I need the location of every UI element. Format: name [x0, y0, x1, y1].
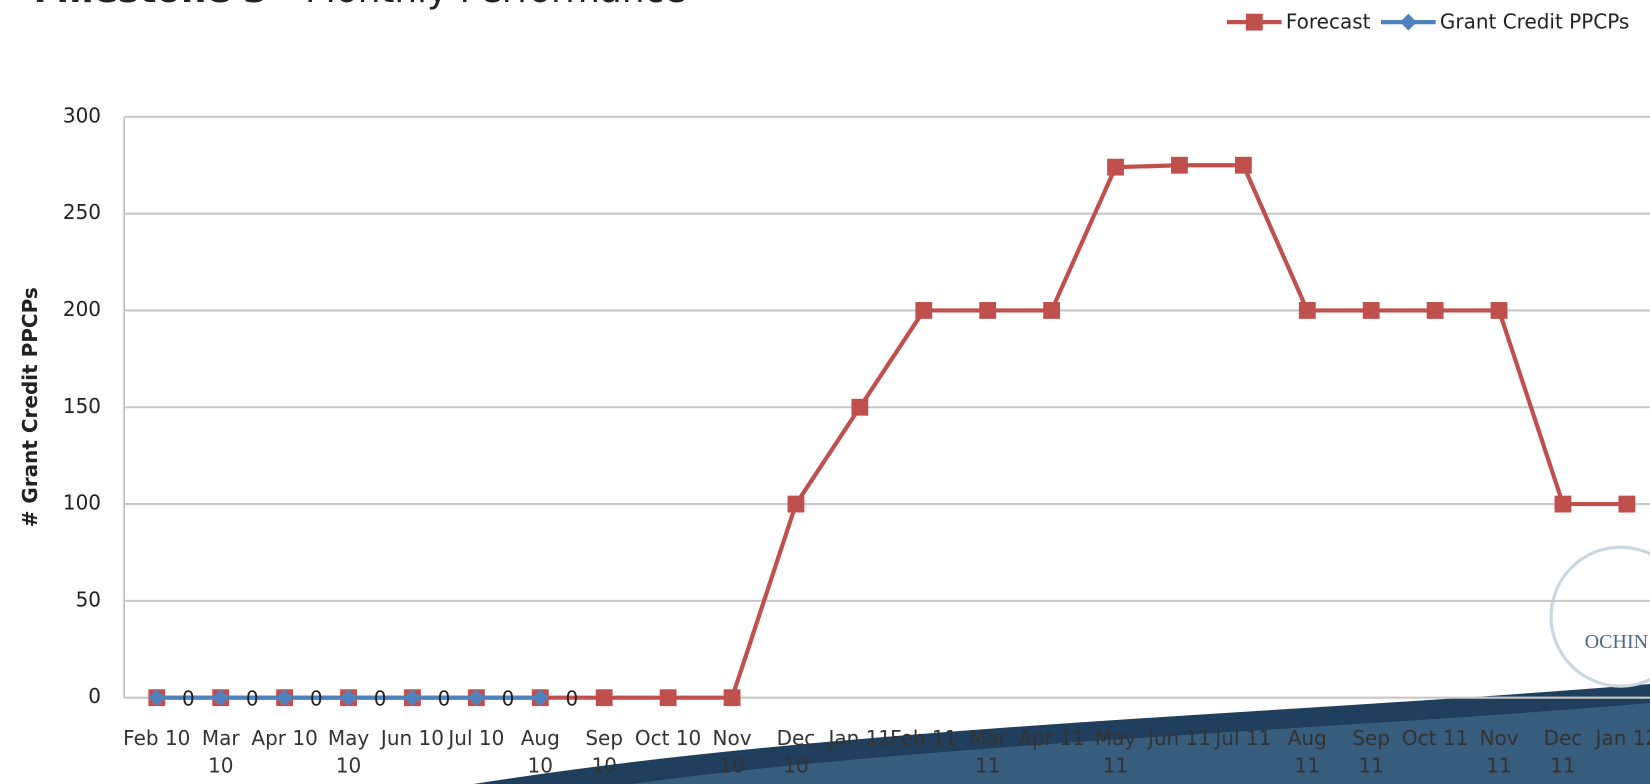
data-label: 0 [246, 686, 259, 710]
y-tick-label: 250 [63, 200, 101, 224]
x-tick-label: May 10 [327, 727, 370, 778]
x-tick-label: Sep 10 [585, 727, 624, 778]
logo-badge [1549, 545, 1650, 688]
y-axis-label: # Grant Credit PPCPs [18, 287, 42, 527]
marker [787, 495, 805, 513]
x-tick-label: Jun 10 [380, 727, 444, 751]
x-tick-label: Nov 11 [1479, 727, 1519, 778]
x-tick-label: May 11 [1094, 727, 1137, 778]
x-tick: Feb 11 [890, 727, 958, 751]
x-tick: Dec 11 [1543, 727, 1583, 778]
x-tick-label: Dec 10 [776, 727, 816, 778]
x-tick: Jan 12 [1595, 727, 1650, 751]
data-label: 0 [438, 686, 451, 710]
y-tick-label: 0 [88, 684, 101, 708]
x-tick-label: Sep 11 [1352, 727, 1391, 778]
marker [659, 689, 677, 707]
data-label: 0 [566, 686, 579, 710]
x-tick: Oct 10 [634, 727, 702, 751]
marker [1298, 302, 1316, 319]
x-tick: Nov 11 [1479, 727, 1519, 778]
title: Milestone 3 [34, 0, 268, 11]
x-tick: Apr 10 [251, 727, 318, 751]
x-tick-label: Apr 10 [251, 727, 318, 751]
x-tick: Aug 11 [1287, 727, 1327, 778]
legend: Forecast Grant Credit PPCPs [1226, 10, 1629, 34]
marker [1490, 302, 1508, 319]
x-tick-label: Mar 11 [968, 727, 1007, 778]
marker [1107, 158, 1124, 176]
x-tick: Nov 10 [712, 727, 752, 778]
x-tick-label: Jul 11 [1215, 727, 1272, 751]
y-tick-label: 300 [63, 103, 101, 127]
data-label: 0 [182, 686, 195, 710]
marker [1171, 156, 1188, 174]
x-tick: Mar 10 [201, 727, 240, 778]
x-tick: Sep 10 [585, 727, 624, 778]
x-tick: Apr 11 [1018, 727, 1085, 751]
x-tick-label: Oct 10 [634, 727, 702, 751]
y-tick-label: 200 [63, 297, 101, 321]
x-tick-label: Oct 11 [1401, 727, 1469, 751]
x-tick-label: Aug 11 [1287, 727, 1327, 778]
x-tick: Jul 11 [1215, 727, 1272, 751]
x-tick-label: Jun 11 [1147, 727, 1211, 751]
marker [1618, 495, 1636, 513]
marker [1245, 13, 1263, 31]
y-tick-label: 100 [63, 491, 101, 515]
y-tick-label: 150 [63, 394, 101, 418]
data-label: 0 [502, 686, 515, 710]
x-tick: Jun 10 [380, 727, 444, 751]
marker [1554, 495, 1572, 513]
legend-label: Grant Credit PPCPs [1440, 10, 1629, 34]
x-tick: Feb 10 [123, 727, 191, 751]
x-tick-label: Feb 10 [123, 727, 191, 751]
x-tick: Jun 11 [1147, 727, 1211, 751]
x-tick-label: Jan 11 [828, 727, 892, 751]
x-tick-label: Feb 11 [890, 727, 958, 751]
subtitle: - Monthly Performance [281, 0, 686, 11]
marker [1043, 302, 1061, 319]
marker [915, 302, 933, 319]
x-tick-label: Dec 11 [1543, 727, 1583, 778]
marker [979, 302, 997, 319]
x-tick-label: Mar 10 [201, 727, 240, 778]
x-tick: Jul 10 [448, 727, 505, 751]
x-tick: Dec 10 [776, 727, 816, 778]
x-tick: Jan 11 [828, 727, 892, 751]
x-tick-label: Aug 10 [520, 727, 560, 778]
marker [1234, 156, 1252, 174]
data-label: 0 [310, 686, 323, 710]
series-line [156, 163, 1627, 700]
y-tick-label: 50 [76, 587, 101, 611]
marker [595, 689, 613, 707]
decor-wave [631, 702, 1650, 784]
logo-text: OCHIN [1585, 631, 1648, 653]
x-tick: Mar 11 [968, 727, 1007, 778]
marker [723, 689, 741, 707]
marker [1399, 13, 1417, 31]
x-tick: May 10 [327, 727, 370, 778]
x-tick-label: Nov 10 [712, 727, 752, 778]
x-tick-label: Apr 11 [1018, 727, 1085, 751]
x-tick: Aug 10 [520, 727, 560, 778]
marker [1426, 302, 1444, 319]
marker [1362, 302, 1380, 319]
x-tick-label: Jan 12 [1595, 727, 1650, 751]
x-tick: Oct 11 [1401, 727, 1469, 751]
x-tick-label: Jul 10 [448, 727, 505, 751]
x-tick: Sep 11 [1352, 727, 1391, 778]
chart-title: Milestone 3 - Monthly Performance [34, 0, 687, 11]
legend-label: Forecast [1286, 10, 1371, 34]
marker [851, 398, 869, 416]
data-label: 0 [374, 686, 387, 710]
x-tick: May 11 [1094, 727, 1137, 778]
